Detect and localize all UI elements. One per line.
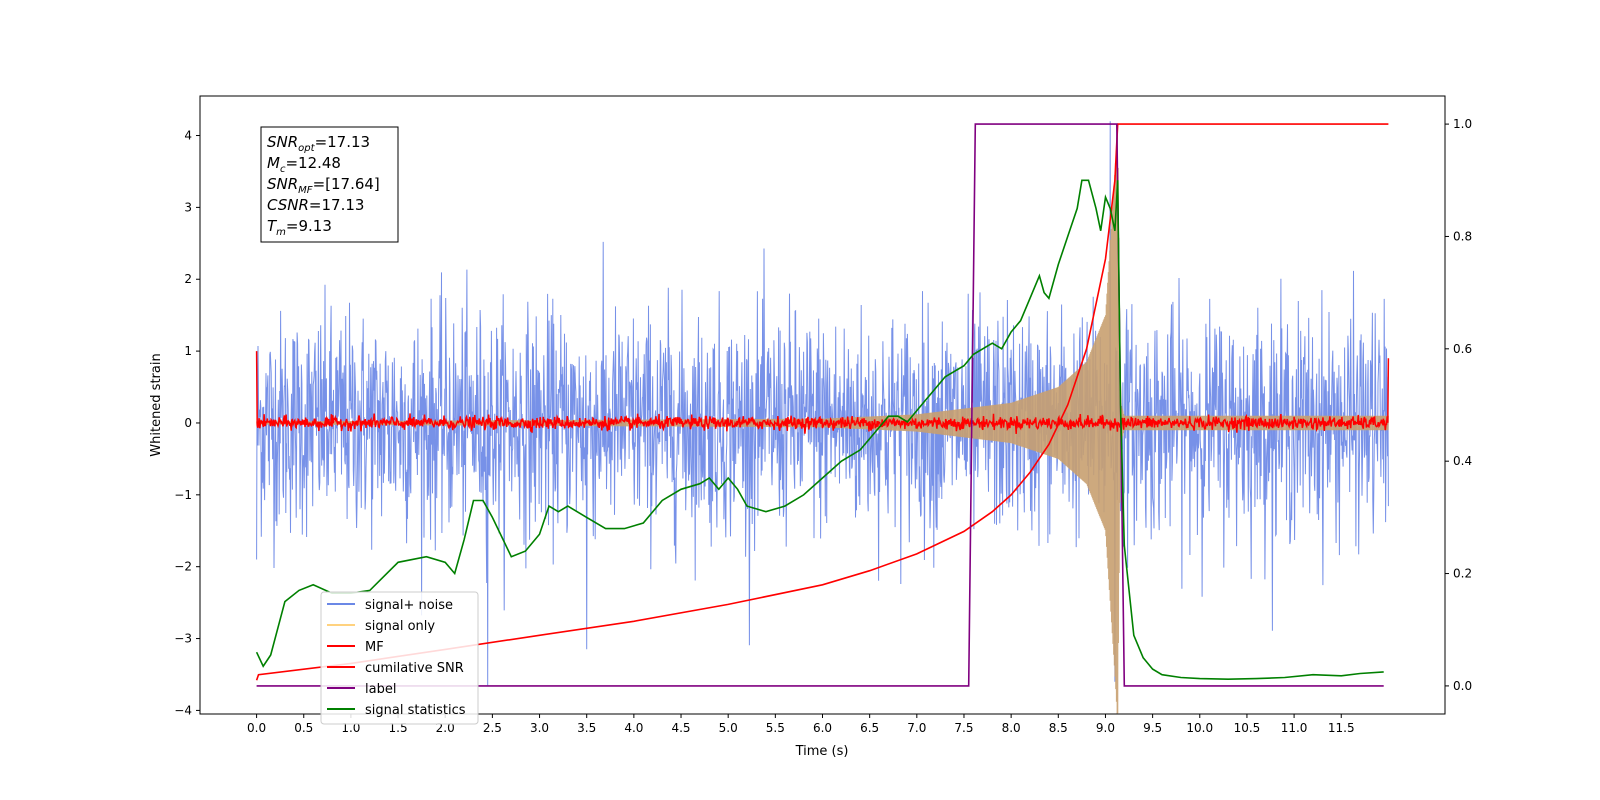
x-tick-label: 7.0 [907, 721, 926, 735]
x-tick-label: 0.5 [294, 721, 313, 735]
y-tick-label: −3 [174, 632, 192, 646]
y-tick-label: −2 [174, 560, 192, 574]
annotation-line: SNRopt=17.13 [267, 133, 370, 154]
y-tick-label: −4 [174, 703, 192, 717]
x-tick-label: 5.5 [766, 721, 785, 735]
legend-label: MF [365, 640, 384, 655]
y2-tick-label: 0.4 [1453, 454, 1472, 468]
x-tick-label: 6.5 [860, 721, 879, 735]
y-tick-label: −1 [174, 488, 192, 502]
y-tick-label: 1 [184, 344, 192, 358]
y-tick-label: 4 [184, 129, 192, 143]
annotation-line: SNRMF=[17.64] [267, 175, 380, 196]
x-tick-label: 3.5 [577, 721, 596, 735]
legend-label: signal only [365, 619, 435, 634]
x-tick-label: 7.5 [954, 721, 973, 735]
x-tick-label: 4.5 [671, 721, 690, 735]
y-tick-label: 0 [184, 416, 192, 430]
y2-tick-label: 0.2 [1453, 567, 1472, 581]
y2-tick-label: 0.6 [1453, 342, 1472, 356]
x-tick-label: 8.5 [1049, 721, 1068, 735]
annotation-frame [260, 126, 399, 243]
x-tick-label: 4.0 [624, 721, 643, 735]
legend: signal+ noise signal only MF cumilative SNR… [320, 591, 479, 725]
annotation-line: Mc=12.48 [267, 154, 341, 175]
series-mf [255, 351, 1390, 434]
series-signal-statistics [255, 179, 1384, 681]
x-tick-label: 8.0 [1002, 721, 1021, 735]
x-axis-label: Time (s) [795, 744, 849, 759]
annotation-box: SNRopt=17.13Mc=12.48SNRMF=[17.64]CSNR=17… [260, 126, 399, 243]
x-tick-label: 10.0 [1186, 721, 1213, 735]
y-axis-label: Whitened strain [149, 353, 164, 456]
annotation-line: CSNR=17.13 [267, 196, 364, 214]
series-signal-noise [256, 121, 1389, 686]
x-tick-label: 0.0 [247, 721, 266, 735]
legend-label: signal+ noise [365, 598, 453, 613]
legend-label: signal statistics [365, 703, 466, 718]
x-tick-label: 9.5 [1143, 721, 1162, 735]
x-tick-label: 11.0 [1281, 721, 1308, 735]
x-tick-label: 2.5 [483, 721, 502, 735]
y2-tick-label: 1.0 [1453, 117, 1472, 131]
x-tick-label: 11.5 [1328, 721, 1355, 735]
x-tick-label: 5.0 [719, 721, 738, 735]
y-tick-label: 2 [184, 272, 192, 286]
y2-tick-label: 0.0 [1453, 679, 1472, 693]
legend-label: cumilative SNR [365, 661, 464, 676]
annotation-line: Tm=9.13 [267, 217, 332, 238]
x-tick-label: 3.0 [530, 721, 549, 735]
x-tick-label: 6.0 [813, 721, 832, 735]
x-tick-label: 10.5 [1234, 721, 1261, 735]
legend-label: label [365, 682, 396, 697]
legend-frame [320, 591, 479, 725]
x-tick-label: 9.0 [1096, 721, 1115, 735]
y2-tick-label: 0.8 [1453, 229, 1472, 243]
y-tick-label: 3 [184, 200, 192, 214]
series-label [256, 123, 1384, 687]
